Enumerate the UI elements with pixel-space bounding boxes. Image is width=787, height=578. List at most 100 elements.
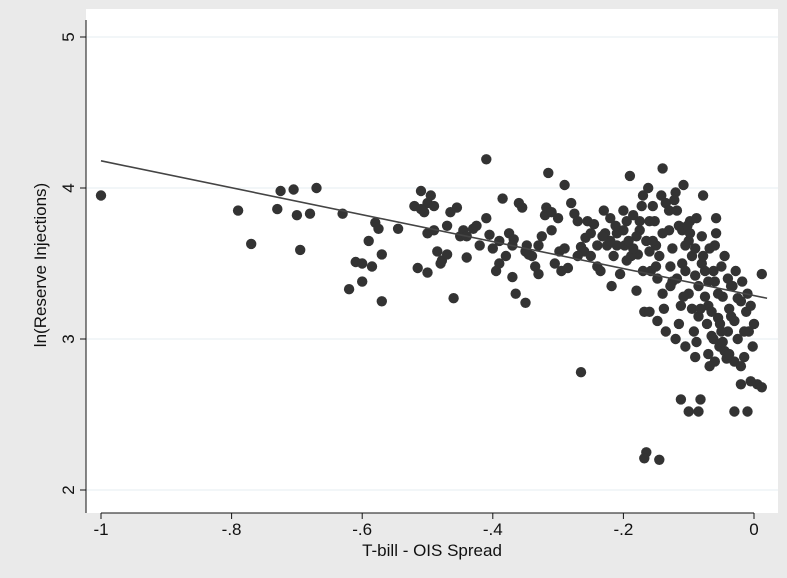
data-point: [691, 336, 702, 348]
axes: [80, 20, 755, 519]
data-point: [415, 203, 427, 215]
data-point: [484, 229, 495, 240]
data-point: [675, 300, 687, 311]
data-point: [637, 265, 649, 277]
data-point: [373, 223, 384, 234]
data-point: [520, 297, 531, 308]
data-point: [614, 268, 626, 280]
data-point: [756, 382, 767, 393]
data-point: [710, 213, 722, 224]
data-point: [474, 240, 485, 251]
data-point: [709, 240, 720, 251]
data-point: [441, 249, 453, 260]
data-point: [693, 406, 704, 417]
data-point: [357, 258, 368, 269]
data-point: [675, 394, 687, 405]
data-point: [500, 250, 512, 262]
data-point: [533, 268, 544, 280]
data-point: [572, 216, 583, 227]
data-point: [562, 262, 574, 274]
data-point: [712, 288, 724, 299]
data-point: [722, 273, 734, 284]
data-point: [644, 246, 655, 257]
data-point: [704, 361, 715, 372]
x-tick-label-5: 0: [749, 520, 758, 539]
data-point: [597, 231, 608, 242]
data-point: [701, 318, 713, 330]
data-point: [631, 285, 642, 296]
data-point: [690, 351, 701, 363]
data-point: [415, 185, 427, 197]
data-point: [699, 291, 711, 302]
x-tick-label-4: -.2: [613, 520, 633, 539]
data-point: [725, 311, 737, 322]
x-tick-label-2: -.6: [352, 520, 372, 539]
y-tick-label-3: 5: [59, 32, 78, 41]
x-axis-title: T-bill - OIS Spread: [362, 541, 502, 560]
y-tick-label-0: 2: [59, 485, 78, 494]
x-tick-label-3: -.4: [483, 520, 503, 539]
data-point: [605, 213, 616, 224]
plot-area: [86, 9, 778, 513]
data-point: [732, 333, 743, 345]
data-point: [730, 265, 741, 277]
data-point: [695, 303, 706, 314]
data-point: [311, 182, 322, 194]
data-point: [737, 276, 748, 287]
data-point: [624, 170, 636, 182]
data-point: [739, 351, 750, 363]
data-point: [494, 258, 505, 269]
data-point: [425, 190, 436, 201]
x-tick-label-1: -.8: [222, 520, 242, 539]
data-point: [291, 210, 303, 221]
data-point: [481, 213, 492, 224]
data-point: [357, 276, 368, 287]
data-point: [654, 454, 665, 465]
data-point: [708, 333, 719, 345]
data-point: [363, 235, 374, 247]
data-point: [756, 268, 767, 280]
data-point: [422, 267, 433, 278]
data-point: [742, 406, 753, 417]
data-point: [660, 326, 671, 337]
data-point: [647, 235, 658, 247]
data-point: [637, 190, 649, 201]
data-point: [631, 231, 642, 242]
data-point: [696, 231, 707, 242]
data-point: [636, 200, 647, 212]
y-tick-label-1: 3: [59, 334, 78, 343]
data-point: [644, 306, 655, 317]
data-point: [549, 258, 560, 269]
data-point: [650, 261, 662, 272]
data-point: [708, 265, 719, 277]
data-point: [729, 406, 740, 417]
data-point: [566, 197, 577, 209]
data-point: [639, 453, 650, 464]
data-point: [628, 243, 639, 254]
data-point: [739, 326, 750, 337]
data-point: [343, 284, 355, 295]
data-point: [543, 167, 554, 179]
data-point: [585, 228, 596, 239]
data-point: [428, 200, 440, 212]
data-point: [747, 341, 758, 352]
data-point: [710, 228, 722, 239]
data-point: [546, 225, 557, 236]
data-point: [706, 306, 717, 317]
data-point: [588, 219, 600, 230]
data-point: [649, 216, 660, 227]
data-point: [735, 379, 747, 390]
data-point: [656, 190, 667, 201]
data-point: [432, 246, 443, 257]
data-point: [654, 250, 665, 262]
data-point: [690, 243, 701, 254]
data-point: [643, 182, 654, 194]
data-point: [652, 315, 663, 327]
data-point: [665, 280, 676, 292]
data-point: [585, 250, 596, 262]
data-point: [448, 293, 459, 304]
data-point: [481, 154, 492, 165]
data-point: [732, 293, 743, 304]
y-tick-label-2: 4: [59, 183, 78, 192]
data-point: [703, 348, 714, 360]
